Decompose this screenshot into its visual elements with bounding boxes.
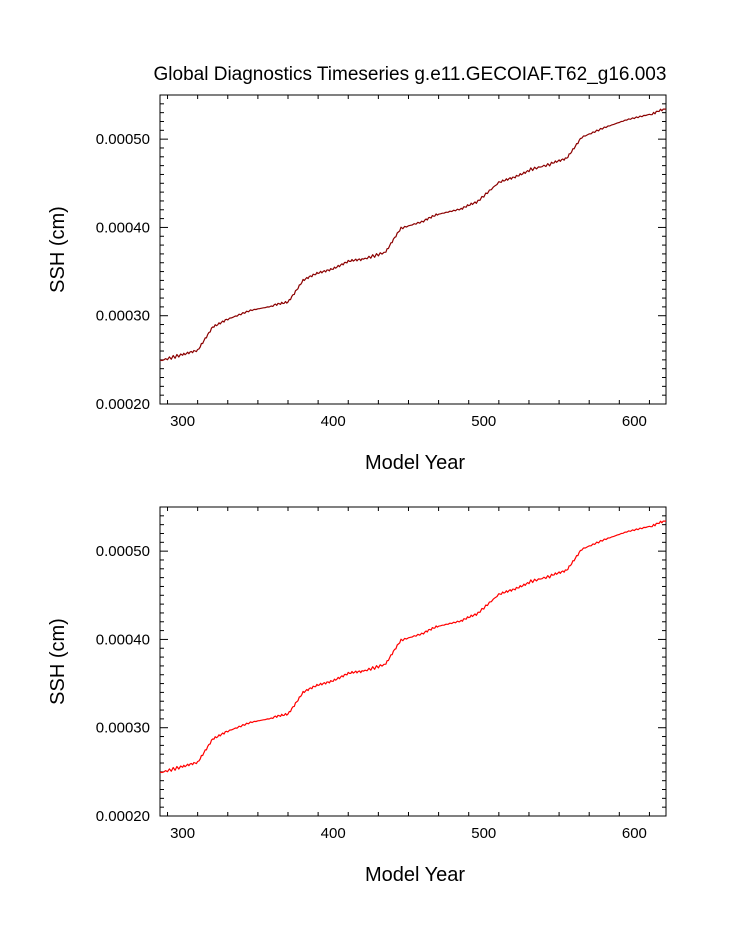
y-tick-label: 0.00050 — [96, 131, 150, 148]
x-tick-label: 500 — [471, 413, 496, 430]
x-tick-label: 400 — [321, 413, 346, 430]
plot-panel-2: 300 400 500 600 0.00020 0.00030 0.00040 0.00050… — [47, 506, 667, 886]
x-tick-label: 600 — [622, 413, 647, 430]
y-tick-label: 0.00020 — [96, 808, 150, 825]
series-line-1 — [159, 108, 666, 362]
x-tick-label: 600 — [622, 825, 647, 842]
y-tick-label: 0.00040 — [96, 631, 150, 648]
x-axis-label: Model Year — [365, 452, 465, 474]
x-tick-label: 300 — [170, 825, 195, 842]
y-tick-label: 0.00030 — [96, 720, 150, 737]
figure-title: Global Diagnostics Timeseries g.e11.GECO… — [154, 64, 667, 85]
x-tick-label: 300 — [170, 413, 195, 430]
y-tick-label: 0.00050 — [96, 543, 150, 560]
x-tick-label: 400 — [321, 825, 346, 842]
y-axis-label: SSH (cm) — [47, 618, 69, 705]
y-tick-label: 0.00030 — [96, 308, 150, 325]
y-tick-label: 0.00040 — [96, 219, 150, 236]
plot-panel-1: 300 400 500 600 0.00020 0.00030 0.00040 0.00050… — [47, 94, 667, 474]
plot-frame — [159, 94, 667, 405]
x-axis-label: Model Year — [365, 864, 465, 886]
y-tick-label: 0.00020 — [96, 396, 150, 413]
plot-frame — [159, 506, 667, 817]
x-tick-label: 500 — [471, 825, 496, 842]
y-axis-label: SSH (cm) — [47, 206, 69, 293]
series-line-1 — [159, 520, 666, 774]
